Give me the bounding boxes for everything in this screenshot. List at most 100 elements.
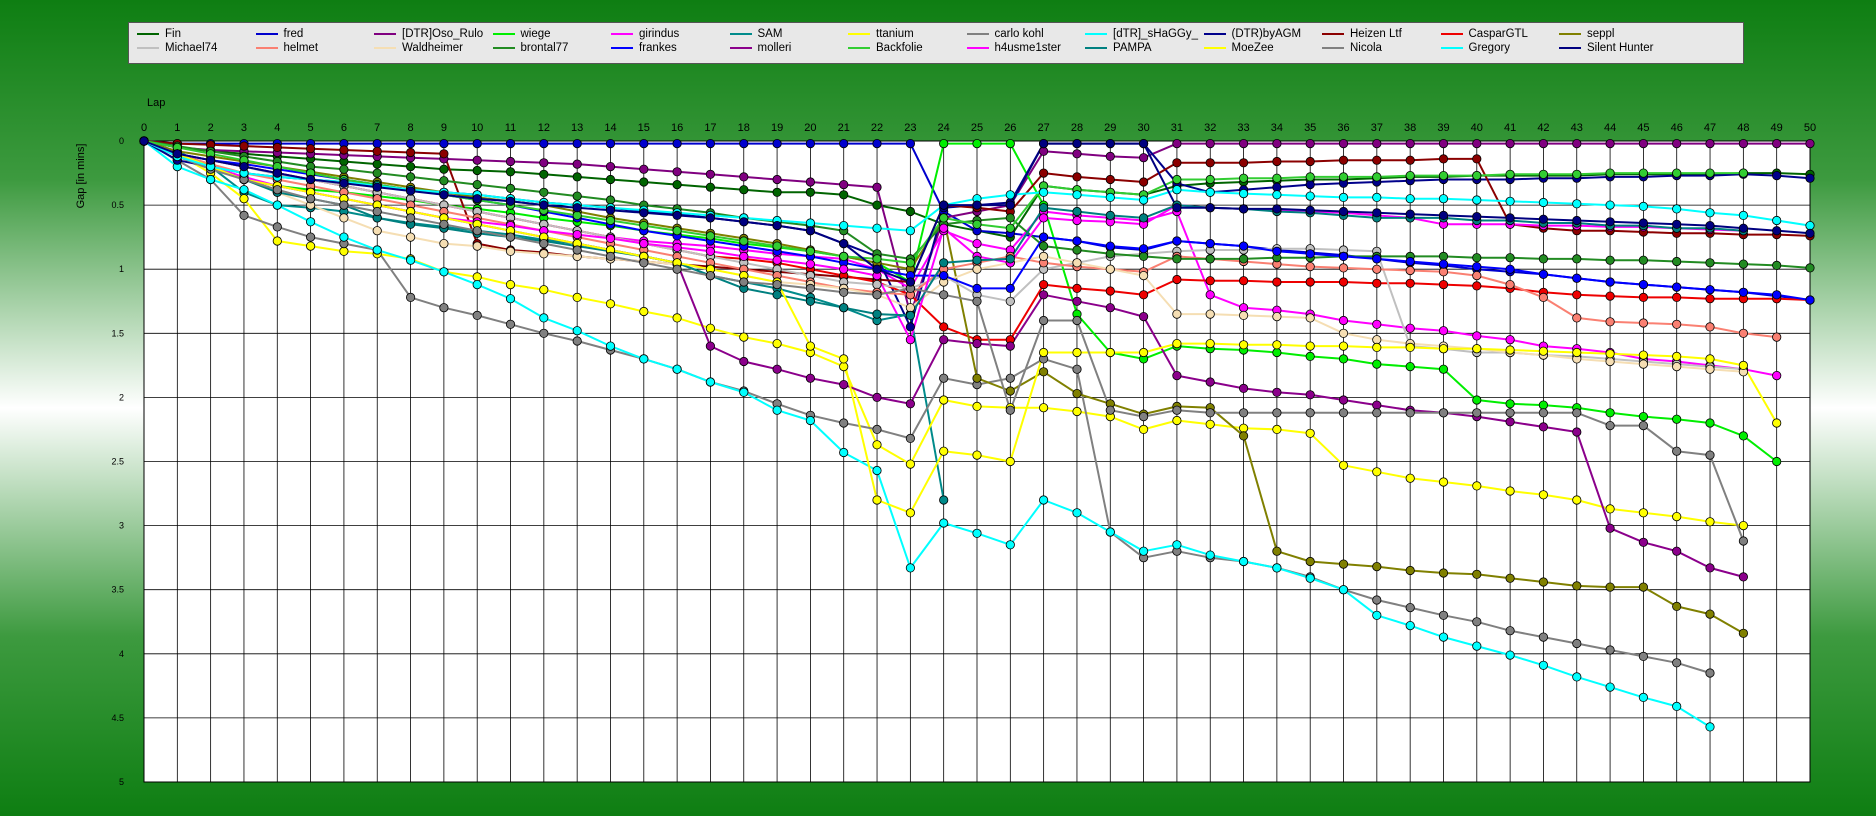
data-point bbox=[805, 187, 816, 197]
data-point bbox=[1039, 290, 1049, 300]
x-tick-label: 44 bbox=[1604, 122, 1616, 134]
data-point bbox=[1605, 504, 1615, 514]
data-point bbox=[1039, 241, 1049, 251]
data-point bbox=[1205, 203, 1215, 213]
data-point bbox=[1005, 139, 1015, 149]
data-point bbox=[539, 285, 549, 295]
data-point bbox=[1772, 370, 1782, 381]
data-point bbox=[439, 239, 449, 249]
legend-swatch bbox=[1203, 47, 1226, 49]
data-point bbox=[1005, 456, 1015, 467]
data-point bbox=[1438, 267, 1449, 277]
data-point bbox=[972, 139, 982, 149]
data-point bbox=[1039, 315, 1049, 326]
data-point bbox=[839, 251, 849, 261]
data-point bbox=[372, 168, 382, 178]
data-point bbox=[405, 162, 416, 172]
x-tick-label: 2 bbox=[208, 122, 214, 134]
series-points-backfolie bbox=[139, 136, 1749, 268]
data-point bbox=[1005, 200, 1015, 210]
data-point bbox=[1105, 286, 1115, 296]
data-point bbox=[1572, 495, 1582, 505]
data-point bbox=[1505, 264, 1515, 274]
data-point bbox=[639, 258, 649, 268]
data-point bbox=[1105, 210, 1115, 220]
legend-swatch bbox=[137, 47, 159, 49]
data-point bbox=[272, 222, 282, 232]
legend-label: helmet bbox=[283, 42, 319, 54]
legend-swatch bbox=[1559, 33, 1581, 35]
data-point bbox=[1105, 241, 1115, 251]
data-point bbox=[1105, 139, 1115, 149]
data-point bbox=[1105, 303, 1115, 313]
data-point bbox=[1438, 259, 1449, 269]
data-point bbox=[239, 141, 249, 151]
data-point bbox=[672, 180, 682, 190]
data-point bbox=[1638, 218, 1649, 228]
data-point bbox=[1538, 269, 1549, 279]
x-tick-labels: 0 1 2 3 4 5 6 7 8 9 10 11 12 13 14 15 16 17 18 19 20 21 22 23 24… bbox=[141, 122, 1816, 134]
x-tick-label: 12 bbox=[538, 122, 550, 134]
data-point bbox=[372, 146, 382, 156]
data-point bbox=[1672, 546, 1682, 556]
data-point bbox=[1172, 236, 1182, 246]
x-tick-label: 6 bbox=[341, 122, 347, 134]
data-point bbox=[1338, 341, 1349, 351]
data-point bbox=[772, 290, 782, 300]
data-point bbox=[405, 147, 416, 158]
legend-label: seppl bbox=[1587, 28, 1615, 40]
data-point bbox=[372, 226, 382, 236]
data-point bbox=[1405, 265, 1415, 276]
data-point bbox=[505, 294, 516, 304]
series-line-wiege bbox=[143, 140, 1778, 463]
data-point bbox=[1505, 169, 1515, 179]
data-point bbox=[1805, 173, 1815, 183]
data-point bbox=[1338, 460, 1349, 470]
x-tick-label: 38 bbox=[1404, 122, 1416, 134]
data-point bbox=[839, 264, 849, 274]
data-point bbox=[1205, 338, 1215, 349]
data-point bbox=[372, 139, 382, 149]
data-point bbox=[472, 180, 482, 190]
data-point bbox=[1305, 277, 1315, 287]
data-point bbox=[805, 283, 816, 293]
data-point bbox=[939, 446, 949, 456]
data-point bbox=[1672, 204, 1682, 214]
data-point bbox=[1305, 341, 1315, 351]
data-point bbox=[1705, 168, 1715, 178]
data-point bbox=[805, 373, 816, 383]
data-point bbox=[872, 254, 882, 264]
data-point bbox=[1205, 254, 1215, 264]
data-point bbox=[305, 194, 316, 204]
data-point bbox=[272, 236, 282, 246]
x-tick-label: 25 bbox=[971, 122, 983, 134]
data-point bbox=[1338, 192, 1349, 202]
data-point bbox=[872, 495, 882, 505]
data-point bbox=[739, 387, 749, 397]
y-axis-label: Gap [in mins] bbox=[75, 144, 87, 209]
x-axis-label: Lap bbox=[147, 97, 165, 109]
data-point bbox=[639, 354, 649, 364]
data-point bbox=[1638, 350, 1649, 360]
data-point bbox=[1705, 364, 1715, 374]
x-tick-label: 47 bbox=[1704, 122, 1716, 134]
data-point bbox=[1672, 168, 1682, 178]
legend-label: carlo kohl bbox=[994, 28, 1044, 40]
data-point bbox=[1572, 408, 1582, 418]
data-point bbox=[1672, 292, 1682, 302]
x-tick-label: 9 bbox=[441, 122, 447, 134]
data-point bbox=[1505, 626, 1515, 636]
data-point bbox=[1405, 323, 1415, 333]
data-point bbox=[539, 249, 549, 259]
data-point bbox=[1305, 556, 1315, 567]
data-point bbox=[939, 200, 949, 210]
data-point bbox=[1738, 628, 1749, 638]
data-point bbox=[905, 310, 916, 320]
data-point bbox=[1738, 210, 1749, 220]
data-point bbox=[1372, 192, 1382, 202]
x-tick-label: 14 bbox=[604, 122, 616, 134]
data-point bbox=[1105, 405, 1115, 415]
data-point bbox=[1239, 310, 1249, 320]
data-point bbox=[1139, 153, 1149, 163]
data-point bbox=[739, 172, 749, 182]
